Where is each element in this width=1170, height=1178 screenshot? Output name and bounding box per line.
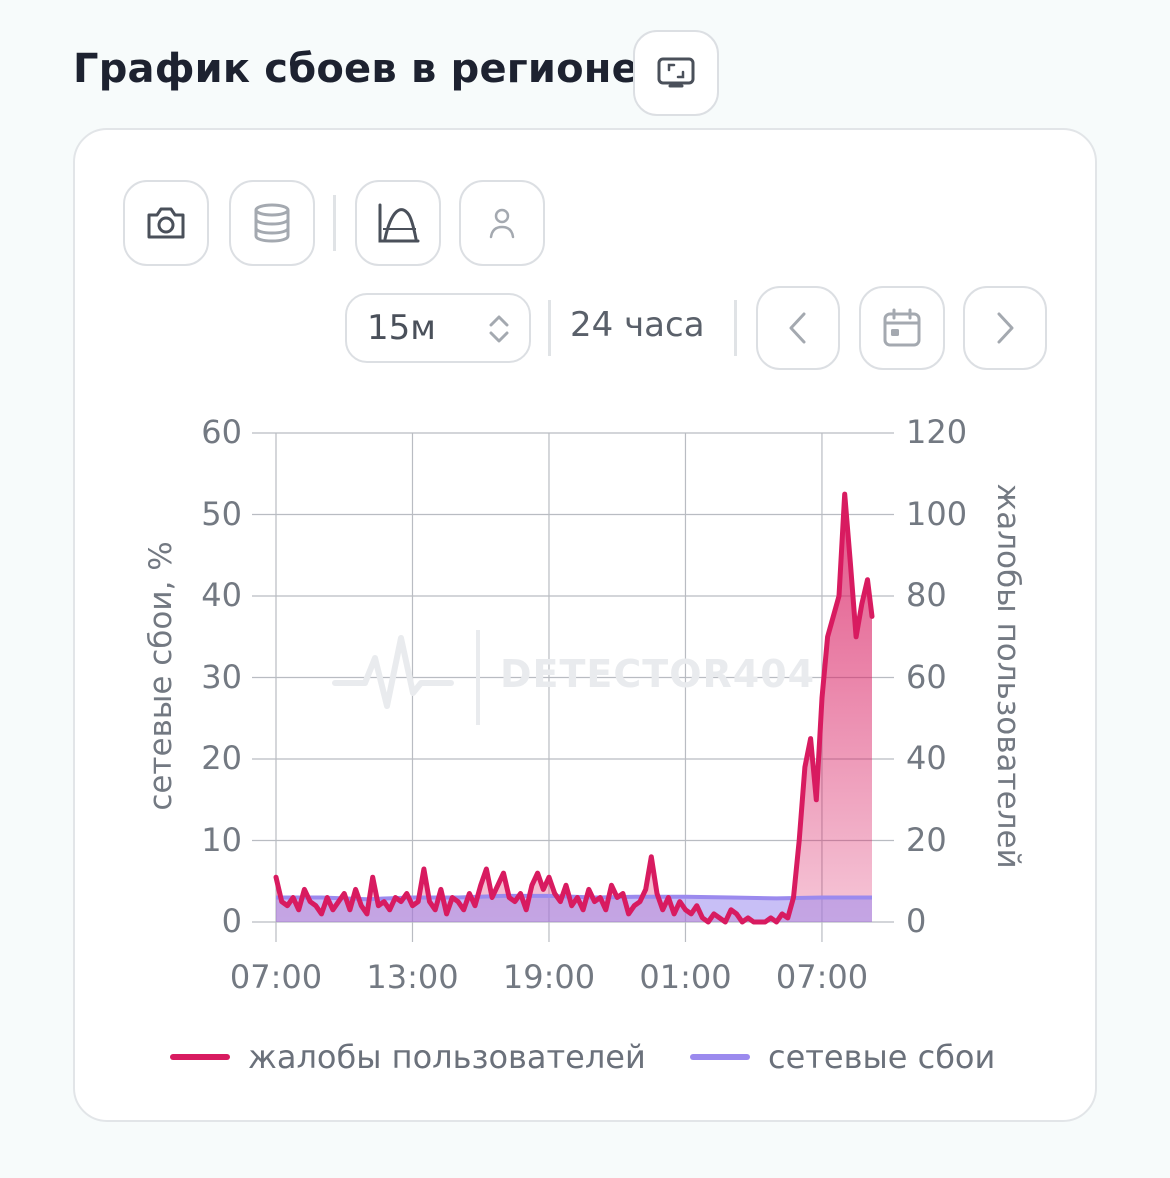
chevron-updown-icon [485, 311, 513, 351]
chevron-left-icon [786, 310, 810, 346]
legend-item-complaints[interactable]: жалобы пользователей [170, 1038, 646, 1076]
legend-swatch-network [690, 1054, 750, 1060]
complaints-line [273, 491, 875, 925]
right-axis-tick: 120 [906, 413, 968, 451]
left-axis-tick: 0 [221, 902, 242, 940]
data-export-button[interactable] [229, 180, 315, 266]
calendar-button[interactable] [859, 286, 945, 370]
controls-divider [734, 300, 737, 356]
right-axis-tick: 0 [906, 902, 927, 940]
page-title: График сбоев в регионе [73, 46, 639, 92]
chevron-right-icon [993, 310, 1017, 346]
legend-item-network[interactable]: сетевые сбои [690, 1038, 995, 1076]
database-icon [252, 201, 292, 245]
chart-mode-button[interactable] [355, 180, 441, 266]
legend-label: сетевые сбои [768, 1038, 996, 1076]
controls-divider [548, 300, 551, 356]
next-period-button[interactable] [963, 286, 1047, 370]
left-axis-tick: 40 [201, 576, 242, 614]
x-axis-tick: 13:00 [366, 958, 459, 996]
x-axis-tick: 07:00 [229, 958, 323, 996]
right-axis-tick: 60 [906, 657, 947, 696]
left-axis-tick: 50 [201, 494, 242, 533]
right-axis-tick: 40 [906, 739, 947, 777]
left-axis-title: сетевые сбои, % [143, 541, 179, 811]
right-axis-tick: 20 [906, 820, 947, 859]
left-axis-tick: 20 [201, 739, 242, 777]
watermark-logo [332, 630, 480, 725]
monitor-icon [656, 55, 696, 91]
left-axis-tick: 60 [201, 413, 242, 451]
x-axis-tick: 19:00 [502, 958, 596, 996]
legend-swatch-complaints [170, 1054, 230, 1060]
watermark-text: DETECTOR404 [500, 652, 816, 696]
range-label[interactable]: 24 часа [570, 305, 705, 345]
legend-label: жалобы пользователей [248, 1038, 646, 1076]
right-axis-title: жалобы пользователей [990, 483, 1026, 869]
x-axis-tick: 01:00 [639, 958, 732, 996]
left-axis-tick: 10 [201, 820, 242, 859]
left-axis-tick: 30 [201, 657, 242, 696]
complaints-area [276, 494, 872, 922]
prev-period-button[interactable] [756, 286, 840, 370]
user-button[interactable] [459, 180, 545, 266]
network-area [276, 895, 872, 922]
x-axis-tick: 07:00 [775, 958, 869, 996]
screenshot-button[interactable] [123, 180, 209, 266]
interval-value: 15м [367, 308, 436, 348]
user-icon [487, 206, 517, 240]
interval-select[interactable]: 15м [345, 293, 531, 363]
right-axis-tick: 100 [906, 494, 968, 533]
camera-icon [143, 203, 189, 243]
right-axis-tick: 80 [906, 576, 947, 614]
calendar-icon [882, 308, 922, 348]
fullscreen-button[interactable] [633, 30, 719, 116]
toolbar-divider [333, 195, 336, 251]
chart-curve-icon [375, 201, 421, 245]
